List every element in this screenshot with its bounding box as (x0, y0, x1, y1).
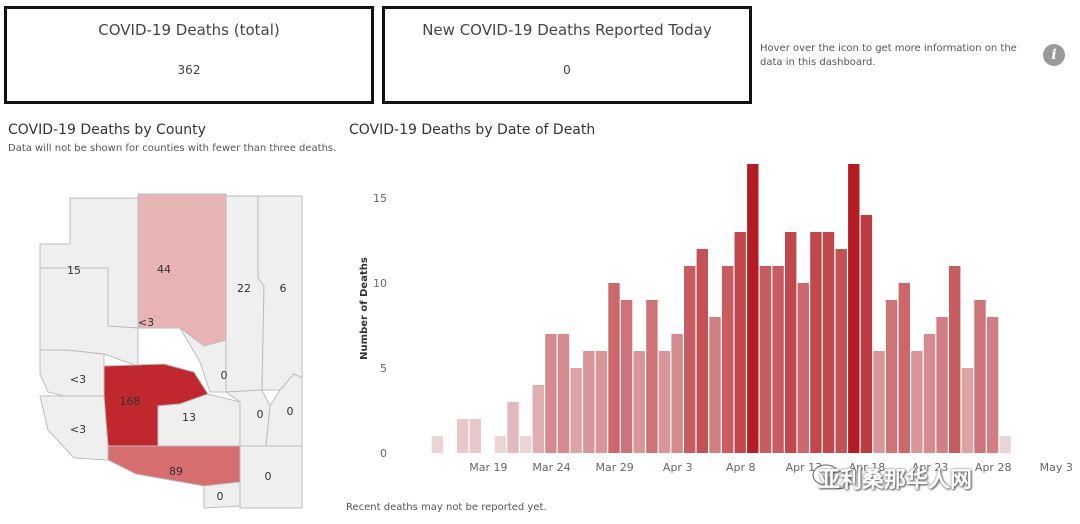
county-label-9: 13 (182, 411, 196, 424)
bar-mar-18[interactable] (469, 419, 481, 453)
x-tick-label: Apr 18 (849, 461, 886, 474)
bar-apr-16[interactable] (835, 249, 847, 453)
county-label-8: 168 (120, 395, 141, 408)
county-label-1: 15 (67, 264, 81, 277)
county-label-13: 89 (169, 465, 183, 478)
bar-apr-6[interactable] (709, 317, 721, 453)
y-tick-label: 10 (373, 277, 387, 290)
bar-apr-5[interactable] (696, 249, 708, 453)
bar-apr-29[interactable] (999, 436, 1011, 453)
bar-mar-29[interactable] (608, 283, 620, 453)
x-tick-label: May 3 (1040, 461, 1073, 474)
county-label-2: 44 (157, 263, 171, 276)
x-tick-label: Apr 3 (663, 461, 693, 474)
bar-apr-17[interactable] (848, 164, 860, 453)
new-deaths-card: New COVID-19 Deaths Reported Today 0 (382, 6, 752, 104)
bar-apr-10[interactable] (759, 266, 772, 453)
x-tick-label: Mar 29 (595, 461, 633, 474)
y-tick-label: 0 (380, 447, 387, 460)
bar-mar-24[interactable] (545, 334, 557, 453)
x-tick-label: Mar 19 (469, 461, 507, 474)
y-axis-label: Number of Deaths (359, 257, 370, 360)
county-label-7: 0 (221, 369, 228, 382)
x-tick-label: Apr 13 (786, 461, 823, 474)
county-label-10: 0 (257, 408, 264, 421)
x-tick-label: Mar 24 (532, 461, 570, 474)
bar-apr-9[interactable] (747, 164, 759, 453)
bar-apr-7[interactable] (721, 266, 734, 453)
x-tick-label: Apr 8 (726, 461, 756, 474)
bar-mar-23[interactable] (532, 385, 544, 453)
bar-mar-21[interactable] (507, 402, 519, 453)
map-title: COVID-19 Deaths by County (8, 122, 206, 138)
bar-mar-20[interactable] (494, 436, 507, 453)
county-label-11: 0 (287, 405, 294, 418)
deaths-by-date-chart: 0 5 10 15 Number of Deaths Mar 19 Mar 24 Mar 29… (359, 164, 1073, 474)
county-label-5: <3 (138, 316, 154, 329)
x-tick-label: Apr 23 (912, 461, 949, 474)
hover-note: Hover over the icon to get more informat… (760, 43, 1017, 68)
map-subtitle: Data will not be shown for counties with… (8, 143, 337, 154)
county-label-3: 22 (237, 282, 251, 295)
bar-apr-22[interactable] (911, 351, 923, 453)
wechat-icon (812, 464, 852, 490)
bar-apr-25[interactable] (949, 266, 961, 453)
bar-mar-31[interactable] (633, 351, 645, 453)
bar-apr-19[interactable] (873, 351, 885, 453)
bar-mar-25[interactable] (557, 334, 570, 453)
watermark-text: 亚利桑那华人网 (818, 468, 973, 493)
bar-apr-20[interactable] (885, 300, 898, 453)
total-deaths-value: 362 (177, 63, 201, 77)
bar-mar-28[interactable] (595, 351, 608, 453)
bar-apr-11[interactable] (772, 266, 784, 453)
chart-title: COVID-19 Deaths by Date of Death (349, 122, 596, 138)
bar-apr-12[interactable] (785, 232, 797, 453)
bar-apr-13[interactable] (797, 283, 809, 453)
bar-apr-15[interactable] (822, 232, 835, 453)
y-tick-label: 15 (373, 192, 387, 205)
bar-apr-3[interactable] (671, 334, 683, 453)
bar-mar-26[interactable] (570, 368, 582, 453)
bar-mar-17[interactable] (456, 419, 469, 453)
bar-apr-27[interactable] (974, 300, 986, 453)
bar-apr-24[interactable] (936, 317, 948, 453)
bar-mar-30[interactable] (620, 300, 633, 453)
county-map: 15 44 22 6 <3 <3 0 168 13 0 0 <3 89 0 0 (4, 178, 338, 524)
county-15[interactable] (239, 445, 303, 509)
bar-apr-28[interactable] (986, 317, 999, 453)
bar-apr-23[interactable] (923, 334, 936, 453)
total-deaths-card: COVID-19 Deaths (total) 362 (4, 6, 374, 104)
bar-apr-2[interactable] (658, 351, 671, 453)
chart-footnote: Recent deaths may not be reported yet. (346, 502, 547, 513)
bar-mar-15[interactable] (431, 436, 443, 453)
info-icon[interactable]: i (1043, 44, 1065, 66)
new-deaths-value: 0 (563, 63, 571, 77)
county-label-4: 6 (280, 282, 287, 295)
total-deaths-title: COVID-19 Deaths (total) (98, 21, 280, 39)
x-tick-label: Apr 28 (975, 461, 1012, 474)
y-tick-label: 5 (380, 362, 387, 375)
new-deaths-title: New COVID-19 Deaths Reported Today (422, 21, 712, 39)
bar-apr-21[interactable] (898, 283, 910, 453)
bar-apr-1[interactable] (646, 300, 658, 453)
bar-apr-14[interactable] (810, 232, 822, 453)
bar-mar-27[interactable] (583, 351, 595, 453)
county-label-12: <3 (70, 423, 86, 436)
bar-apr-8[interactable] (734, 232, 746, 453)
county-label-14: 0 (217, 490, 224, 503)
bar-mar-22[interactable] (520, 436, 532, 453)
county-label-6: <3 (70, 373, 86, 386)
bar-apr-4[interactable] (684, 266, 696, 453)
county-label-15: 0 (265, 470, 272, 483)
bar-apr-18[interactable] (860, 215, 873, 453)
bar-apr-26[interactable] (961, 368, 974, 453)
